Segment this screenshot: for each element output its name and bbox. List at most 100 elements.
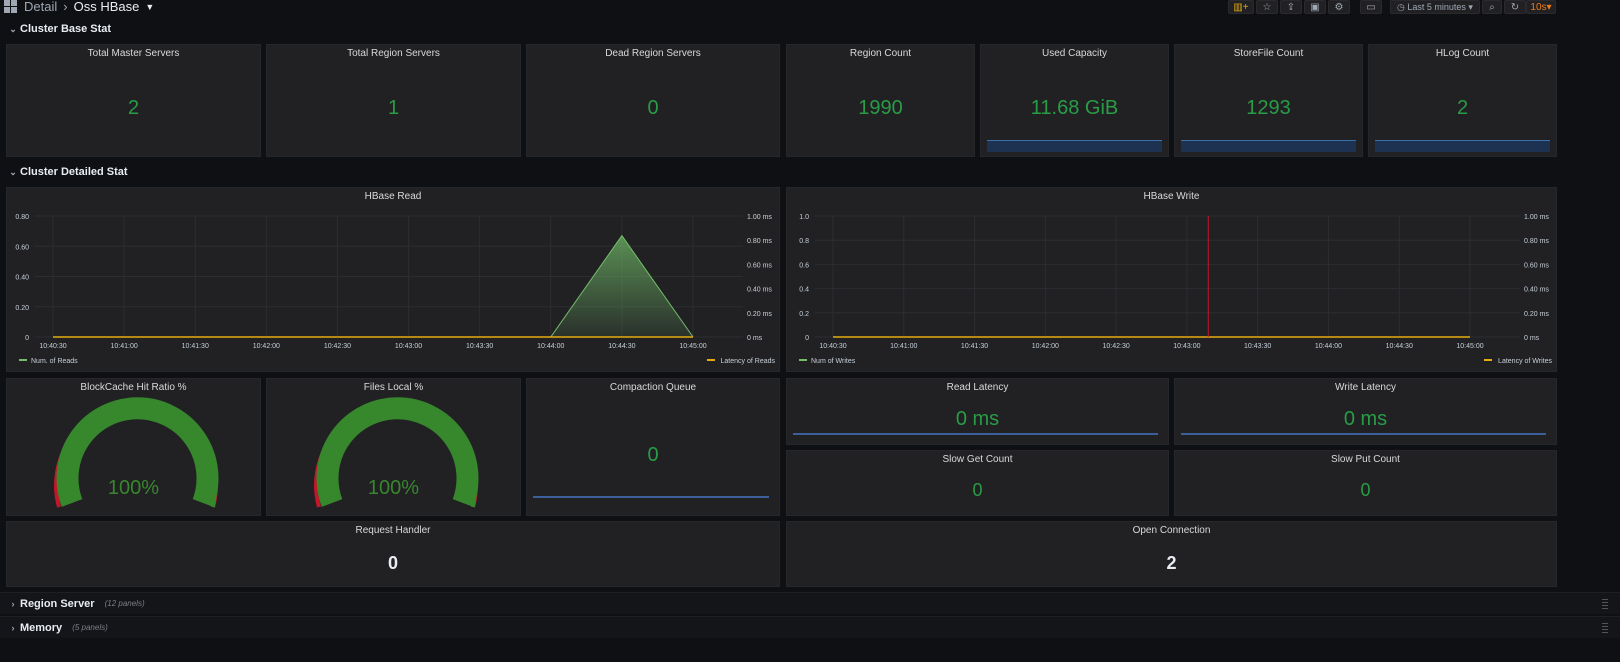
y2-tick-label: 0.40 ms [747,287,772,294]
chevron-right-icon: › [11,622,15,633]
x-tick-label: 10:44:00 [537,343,564,350]
y-tick-label: 0.4 [799,287,809,294]
top-navbar: Detail › Oss HBase ▼ ▥+ ☆ ⇪ ▣ ⚙ ▭ ◷ Last… [0,0,1620,14]
stat-value: 1990 [858,97,903,119]
legend-label: Num of Writes [811,358,856,365]
add-panel-icon[interactable]: ▥+ [1228,0,1254,14]
x-tick-label: 10:44:30 [608,343,635,350]
x-tick-label: 10:41:00 [890,343,917,350]
panel-title: Total Region Servers [347,48,440,59]
x-tick-label: 10:40:30 [819,343,846,350]
row-cluster-base-stat[interactable]: ⌄ Cluster Base Stat [0,18,1620,40]
refresh-interval-label: 10s [1530,1,1547,13]
y2-tick-label: 1.00 ms [1524,214,1549,221]
panel-write-latency[interactable]: Write Latency 0 ms [1174,378,1557,445]
y2-tick-label: 0.40 ms [1524,287,1549,294]
hbase-read-chart: 0.80 0.60 0.40 0.20 0 1.00 ms 0.80 ms 0.60 ms 0.… [15,214,775,365]
x-tick-label: 10:42:00 [1032,343,1059,350]
sparkline [793,433,1158,435]
zoom-out-icon[interactable]: ⌕ [1482,0,1502,14]
panel-title: HBase Read [364,191,422,202]
refresh-icon[interactable]: ↻ [1504,0,1526,14]
dashboards-grid-icon[interactable] [4,0,17,13]
panel-files-local[interactable]: Files Local % 100% [266,378,521,516]
y2-tick-label: 0.80 ms [1524,238,1549,245]
x-tick-label: 10:43:00 [1173,343,1200,350]
panel-slow-get-count[interactable]: Slow Get Count 0 [786,450,1169,516]
stat-value: 2 [127,97,140,119]
x-tick-label: 10:44:30 [1386,343,1413,350]
panel-title: Slow Get Count [942,454,1013,465]
y2-tick-label: 1.00 ms [747,214,772,221]
drag-handle-icon[interactable] [1602,599,1608,609]
legend-label: Num. of Reads [31,358,78,365]
x-tick-label: 10:44:00 [1315,343,1342,350]
share-icon[interactable]: ⇪ [1280,0,1302,14]
panel-slow-put-count[interactable]: Slow Put Count 0 [1174,450,1557,516]
chevron-down-icon: ⌄ [9,166,17,177]
sparkline [1375,140,1550,152]
row-memory[interactable]: › Memory (5 panels) [0,616,1620,638]
panel-title: Write Latency [1335,382,1396,393]
panel-request-handler[interactable]: Request Handler 0 [6,521,780,587]
panel-title: Files Local % [363,382,424,393]
time-range-picker[interactable]: ◷ Last 5 minutes ▾ [1390,0,1480,14]
panel-used-capacity[interactable]: Used Capacity 11.68 GiB [980,44,1169,157]
gauge-fill [56,397,219,507]
row-cluster-detailed-stat[interactable]: ⌄ Cluster Detailed Stat [0,161,1620,183]
chevron-down-icon: ⌄ [9,23,17,34]
tv-mode-icon[interactable]: ▭ [1360,0,1382,14]
panel-title: BlockCache Hit Ratio % [80,382,187,393]
stat-value: 0 [972,480,983,500]
x-tick-label: 10:42:30 [1102,343,1129,350]
hbase-write-chart: 1.0 0.8 0.6 0.4 0.2 0 1.00 ms 0.80 ms 0.60 ms 0.4… [799,214,1552,365]
panel-title: Total Master Servers [87,48,180,59]
panel-total-master-servers[interactable]: Total Master Servers 2 [6,44,261,157]
panel-hlog-count[interactable]: HLog Count 2 [1368,44,1557,157]
legend-label: Latency of Writes [1498,358,1552,365]
sparkline [533,496,769,498]
stat-value: 0 [647,444,659,466]
save-icon[interactable]: ▣ [1304,0,1326,14]
time-range-label: Last 5 minutes [1407,2,1466,12]
y2-tick-label: 0.60 ms [1524,262,1549,269]
panel-total-region-servers[interactable]: Total Region Servers 1 [266,44,521,157]
panel-dead-region-servers[interactable]: Dead Region Servers 0 [526,44,780,157]
panel-title: Region Count [849,48,912,59]
star-icon[interactable]: ☆ [1256,0,1278,14]
y-tick-label: 0.8 [799,238,809,245]
breadcrumb-parent[interactable]: Detail [24,0,58,14]
y2-tick-label: 0 ms [747,335,763,342]
stat-value: 0 [647,97,659,119]
panel-title: HLog Count [1435,48,1490,59]
x-tick-label: 10:43:30 [466,343,493,350]
dashboard-title[interactable]: Oss HBase [73,0,140,14]
stat-value: 1293 [1246,97,1291,119]
caret-down-icon[interactable]: ▼ [145,1,155,12]
x-tick-label: 10:41:00 [110,343,137,350]
y2-tick-label: 0.20 ms [747,311,772,318]
panel-read-latency[interactable]: Read Latency 0 ms [786,378,1169,445]
y2-tick-label: 0.60 ms [747,262,772,269]
y-tick-label: 0 [805,335,809,342]
panel-open-connection[interactable]: Open Connection 2 [786,521,1557,587]
legend-swatch [799,359,807,361]
x-tick-label: 10:45:00 [679,343,706,350]
stat-value: 1 [387,97,400,119]
panel-title: Compaction Queue [609,382,697,393]
gauge-fill [316,397,479,507]
panel-title: Read Latency [946,382,1009,393]
panel-region-count[interactable]: Region Count 1990 [786,44,975,157]
panel-storefile-count[interactable]: StoreFile Count 1293 [1174,44,1363,157]
gear-icon[interactable]: ⚙ [1328,0,1350,14]
panel-compaction-queue[interactable]: Compaction Queue 0 [526,378,780,516]
stat-value: 11.68 GiB [1030,97,1119,119]
refresh-interval-picker[interactable]: 10s ▾ [1526,0,1556,14]
panel-title: Dead Region Servers [605,48,701,59]
row-region-server[interactable]: › Region Server (12 panels) [0,592,1620,614]
panel-hbase-write[interactable]: HBase Write 1.0 0.8 0.6 0.4 0.2 0 1.00 ms 0.80 … [786,187,1557,372]
breadcrumb: Detail › Oss HBase ▼ [24,0,154,14]
panel-hbase-read[interactable]: HBase Read 0.80 0.60 0.40 0.20 0 1.00 ms 0.80 … [6,187,780,372]
drag-handle-icon[interactable] [1602,623,1608,633]
panel-blockcache-hit-ratio[interactable]: BlockCache Hit Ratio % 100% [6,378,261,516]
